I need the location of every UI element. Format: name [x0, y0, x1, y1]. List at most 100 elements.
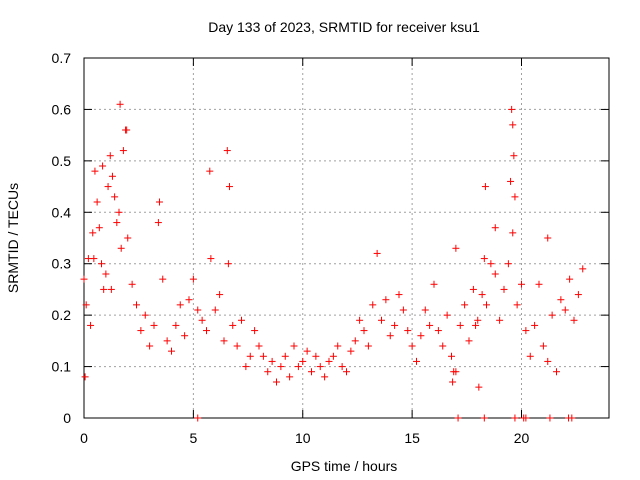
data-point	[448, 352, 455, 360]
data-point	[434, 327, 442, 335]
data-point	[364, 342, 372, 350]
y-tick-label: 0.3	[52, 256, 72, 272]
data-point	[496, 316, 504, 324]
y-tick-label: 0.7	[52, 50, 72, 66]
data-point	[356, 316, 364, 324]
data-point	[478, 291, 486, 299]
data-point	[268, 357, 276, 365]
data-point	[123, 126, 131, 134]
data-point	[198, 316, 206, 324]
data-point	[544, 357, 552, 365]
data-point	[95, 224, 103, 232]
data-point	[391, 321, 399, 329]
data-point	[404, 327, 412, 335]
data-point	[430, 280, 438, 288]
data-point	[294, 363, 302, 371]
data-point	[137, 327, 145, 335]
data-point	[312, 352, 320, 360]
data-point	[510, 152, 518, 160]
data-point	[255, 342, 263, 350]
data-point	[238, 316, 245, 324]
data-point	[117, 244, 125, 252]
data-point	[472, 321, 480, 329]
data-point	[475, 383, 483, 391]
axis-ticks: 0 0.1 0.2 0.3 0.4 0.5 0.6 0.7 0 5 10 15 20	[52, 50, 609, 446]
data-point	[87, 321, 95, 329]
data-point	[561, 306, 569, 314]
data-point	[483, 301, 490, 309]
data-point	[491, 224, 499, 232]
data-point	[203, 327, 210, 335]
data-point	[181, 332, 189, 340]
data-point	[399, 306, 407, 314]
y-tick-label: 0.6	[52, 101, 72, 117]
data-point	[511, 414, 519, 422]
data-point	[553, 368, 560, 376]
data-point	[80, 275, 88, 283]
data-point	[413, 357, 420, 365]
data-point	[474, 316, 482, 324]
data-point	[116, 100, 124, 108]
data-point	[509, 121, 517, 129]
data-point	[141, 311, 149, 319]
data-point	[216, 291, 224, 299]
data-point	[108, 172, 116, 180]
data-point	[343, 368, 350, 376]
data-point	[189, 275, 197, 283]
data-point	[321, 373, 329, 381]
data-point	[452, 244, 460, 252]
data-point	[570, 316, 578, 324]
data-point	[115, 208, 123, 216]
data-point	[100, 285, 108, 293]
data-point	[303, 347, 311, 355]
data-point	[491, 270, 499, 278]
data-point	[325, 357, 333, 365]
y-tick-label: 0.5	[52, 153, 72, 169]
data-point	[299, 357, 307, 365]
data-point	[508, 105, 516, 113]
data-point	[351, 337, 359, 345]
data-point	[408, 342, 416, 350]
data-point	[89, 229, 97, 237]
data-point	[246, 352, 254, 360]
data-point	[531, 321, 539, 329]
data-point	[119, 147, 127, 155]
data-point	[211, 306, 219, 314]
data-point	[290, 342, 298, 350]
data-point	[286, 373, 294, 381]
data-point	[316, 363, 324, 371]
data-point	[469, 285, 477, 293]
data-point	[99, 162, 107, 170]
data-point	[456, 321, 464, 329]
data-point	[546, 414, 554, 422]
data-point	[225, 183, 233, 191]
data-point	[574, 291, 582, 299]
data-point	[133, 301, 140, 309]
data-point	[329, 352, 337, 360]
data-points	[80, 100, 587, 422]
x-axis-label: GPS time / hours	[291, 458, 398, 474]
data-point	[273, 378, 280, 386]
y-axis-label: SRMTID / TECUs	[5, 183, 21, 293]
data-point	[150, 321, 158, 329]
plot-frame	[83, 57, 610, 419]
data-point	[194, 306, 202, 314]
data-point	[91, 167, 99, 175]
data-point	[347, 347, 355, 355]
y-tick-label: 0.2	[52, 307, 72, 323]
data-point	[566, 275, 574, 283]
data-point	[548, 311, 556, 319]
y-tick-label: 0.1	[52, 359, 72, 375]
data-point	[264, 368, 272, 376]
data-point	[535, 280, 543, 288]
data-point	[557, 296, 565, 304]
data-point	[378, 316, 385, 324]
data-point	[81, 373, 89, 381]
data-point	[82, 301, 90, 309]
data-point	[93, 198, 101, 206]
y-tick-label: 0	[63, 410, 71, 426]
data-point	[113, 219, 121, 227]
data-point	[373, 249, 381, 257]
data-point	[229, 321, 237, 329]
data-point	[338, 363, 346, 371]
